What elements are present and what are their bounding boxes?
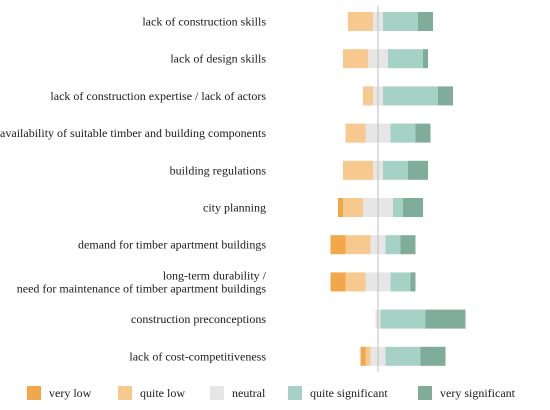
category-label-demand-for-timber-apartment-buildings: demand for timber apartment buildings	[78, 238, 266, 252]
legend-swatch-quite-significant	[288, 386, 302, 400]
bars-group	[330, 12, 466, 366]
bar-lack-of-cost-competitiveness-very-low	[360, 346, 366, 366]
bar-lack-of-cost-competitiveness-quite-significant	[385, 346, 421, 366]
bar-long-term-durability-need-for-maintenanc-quite-significant	[390, 272, 411, 292]
category-label-line: lack of design skills	[170, 52, 266, 66]
bar-city-planning-quite-low	[343, 198, 363, 217]
bar-city-planning-quite-significant	[393, 198, 403, 217]
bar-long-term-durability-need-for-maintenanc-quite-low	[345, 272, 366, 292]
bar-lack-of-construction-expertise-lack-of-a-quite-low	[363, 86, 373, 106]
bar-lack-of-design-skills-quite-low	[343, 49, 368, 69]
bar-long-term-durability-need-for-maintenanc-very-low	[330, 272, 346, 292]
bar-demand-for-timber-apartment-buildings-very-low	[330, 235, 346, 255]
legend-label-very-significant: very significant	[440, 386, 516, 400]
category-label-line: lack of cost-competitiveness	[129, 349, 266, 363]
legend-label-quite-low: quite low	[140, 386, 185, 400]
bar-lack-of-construction-expertise-lack-of-a-very-significant	[438, 86, 453, 106]
bar-building-regulations-quite-low	[343, 160, 373, 180]
bar-building-regulations-very-significant	[408, 160, 428, 180]
bar-availability-of-suitable-timber-and-buil-very-significant	[415, 123, 431, 143]
category-label-line: construction preconceptions	[131, 312, 266, 326]
legend-swatch-very-significant	[418, 386, 432, 400]
bar-construction-preconceptions-very-significant	[425, 309, 466, 329]
bar-lack-of-cost-competitiveness-quite-low	[365, 346, 371, 366]
bar-demand-for-timber-apartment-buildings-quite-significant	[385, 235, 401, 255]
bar-building-regulations-quite-significant	[383, 160, 408, 180]
bar-demand-for-timber-apartment-buildings-quite-low	[345, 235, 371, 255]
bar-construction-preconceptions-quite-significant	[380, 309, 426, 329]
legend-swatch-neutral	[210, 386, 224, 400]
category-label-lack-of-cost-competitiveness: lack of cost-competitiveness	[129, 349, 266, 363]
bar-lack-of-design-skills-very-significant	[423, 49, 428, 69]
category-label-line: need for maintenance of timber apartment…	[17, 281, 267, 295]
category-label-line: availability of suitable timber and buil…	[0, 126, 266, 140]
category-label-lack-of-design-skills: lack of design skills	[170, 52, 266, 66]
bar-lack-of-construction-skills-quite-low	[348, 12, 373, 31]
category-label-construction-preconceptions: construction preconceptions	[131, 312, 266, 326]
bar-lack-of-construction-expertise-lack-of-a-quite-significant	[383, 86, 438, 106]
legend-label-quite-significant: quite significant	[310, 386, 388, 400]
bar-lack-of-construction-skills-quite-significant	[383, 12, 418, 31]
category-label-lack-of-construction-skills: lack of construction skills	[142, 15, 266, 29]
category-label-availability-of-suitable-timber-and-buil: availability of suitable timber and buil…	[0, 126, 266, 140]
category-label-long-term-durability-need-for-maintenanc: long-term durability / need for maintenan…	[17, 268, 267, 295]
legend-label-neutral: neutral	[232, 386, 266, 400]
bar-city-planning-very-low	[338, 198, 343, 217]
bar-lack-of-construction-skills-very-significant	[418, 12, 433, 31]
legend: very low quite low neutral quite significan…	[27, 386, 516, 400]
legend-swatch-quite-low	[118, 386, 132, 400]
legend-swatch-very-low	[27, 386, 41, 400]
category-label-line: building regulations	[170, 163, 267, 177]
category-label-line: long-term durability /	[163, 268, 267, 282]
category-label-line: lack of construction skills	[142, 15, 266, 29]
bar-lack-of-cost-competitiveness-very-significant	[420, 346, 446, 366]
bar-availability-of-suitable-timber-and-buil-quite-low	[345, 123, 366, 143]
category-label-line: lack of construction expertise / lack of…	[50, 89, 266, 103]
category-labels: lack of construction skills lack of desig…	[0, 15, 267, 364]
category-label-building-regulations: building regulations	[170, 163, 267, 177]
bar-demand-for-timber-apartment-buildings-very-significant	[400, 235, 416, 255]
legend-label-very-low: very low	[49, 386, 92, 400]
category-label-lack-of-construction-expertise-lack-of-a: lack of construction expertise / lack of…	[50, 89, 266, 103]
category-label-line: demand for timber apartment buildings	[78, 238, 266, 252]
bar-city-planning-very-significant	[403, 198, 423, 217]
bar-long-term-durability-need-for-maintenanc-very-significant	[410, 272, 416, 292]
category-label-line: city planning	[203, 201, 266, 215]
bar-availability-of-suitable-timber-and-buil-quite-significant	[390, 123, 416, 143]
category-label-city-planning: city planning	[203, 201, 266, 215]
bar-lack-of-design-skills-quite-significant	[388, 49, 423, 69]
